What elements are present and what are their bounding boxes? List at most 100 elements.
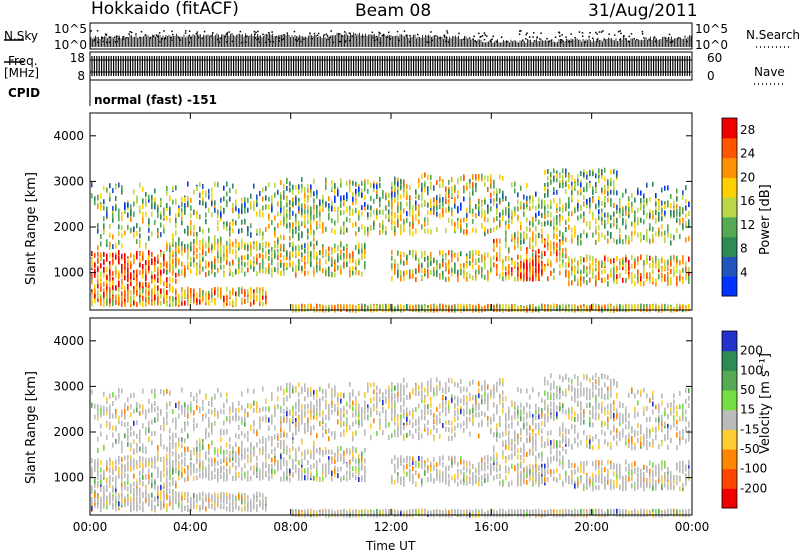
power-cell (145, 268, 147, 274)
power-cell (172, 262, 174, 268)
power-cell (214, 207, 216, 213)
power-cell (451, 177, 453, 183)
power-cell (382, 209, 384, 215)
velocity-cell (97, 415, 99, 421)
power-cell (217, 213, 219, 219)
velocity-cell (130, 483, 132, 489)
noise-search-point (643, 37, 645, 39)
power-cell (154, 289, 156, 295)
power-cell (127, 205, 129, 211)
power-cell (331, 203, 333, 209)
power-cell (547, 276, 549, 282)
power-cell (229, 301, 231, 306)
power-cell (304, 243, 306, 249)
power-cell (421, 173, 423, 179)
power-cell (262, 242, 264, 248)
power-cell (313, 243, 315, 249)
power-cell (466, 229, 468, 234)
power-cell (352, 266, 354, 272)
power-cell (148, 235, 150, 241)
power-cell (394, 306, 396, 312)
power-cell (136, 286, 138, 292)
power-cell (391, 255, 393, 261)
velocity-cell (118, 419, 120, 424)
power-cell (421, 224, 423, 230)
power-cell (613, 211, 615, 217)
power-cell (457, 223, 459, 229)
power-cell (340, 229, 342, 235)
power-cell (559, 263, 561, 269)
power-cell (610, 258, 612, 264)
power-cell (310, 224, 312, 230)
power-cell (598, 260, 600, 266)
velocity-cell (103, 500, 105, 506)
power-cell (544, 183, 546, 188)
power-cell (229, 261, 231, 267)
power-cell (397, 218, 399, 224)
power-cell (631, 236, 633, 242)
power-cell (580, 240, 582, 246)
power-cell (277, 211, 279, 217)
noise-search-point (490, 39, 492, 41)
power-cell (646, 229, 648, 234)
power-cell (451, 253, 453, 259)
power-cell (277, 201, 279, 207)
power-colorbar-tick: 16 (740, 194, 755, 208)
power-cell (487, 228, 489, 234)
power-cell (253, 183, 255, 189)
velocity-cell (97, 469, 99, 475)
power-cell (229, 196, 231, 202)
power-cell (433, 258, 435, 263)
power-cell (133, 212, 135, 217)
noise-search-point (519, 30, 521, 32)
power-cell (229, 231, 231, 237)
noise-search-point (253, 30, 256, 33)
power-cell (487, 252, 489, 258)
power-cell (517, 230, 519, 236)
power-cell (445, 265, 447, 271)
power-cell (148, 268, 150, 274)
power-cell (391, 219, 393, 225)
power-cell (646, 212, 648, 218)
noise-tick-left-high: 10^5 (54, 22, 87, 36)
power-cell (334, 272, 336, 278)
power-cell (265, 250, 267, 256)
noise-search-point (220, 37, 223, 40)
power-cell (178, 237, 180, 243)
power-cell (424, 256, 426, 262)
noise-search-point (664, 37, 667, 39)
noise-search-point (600, 31, 603, 33)
power-cell (673, 254, 675, 260)
power-cell (202, 240, 204, 245)
power-cell (193, 257, 195, 263)
noise-search-point (483, 38, 486, 41)
power-cell (127, 224, 129, 230)
power-cell (91, 289, 93, 295)
power-cell (415, 189, 417, 195)
power-cell (190, 197, 192, 203)
power-cell (652, 262, 654, 268)
noise-search-point (619, 39, 621, 41)
power-cell (247, 254, 249, 260)
velocity-cell (145, 427, 147, 433)
power-cell (286, 223, 288, 229)
noise-search-point (628, 40, 630, 43)
power-cell (559, 206, 561, 212)
power-cell (121, 189, 123, 195)
velocity-cell (118, 387, 120, 393)
power-cell (334, 247, 336, 253)
power-cell (181, 287, 183, 292)
power-cell (271, 203, 273, 209)
power-cell (517, 243, 519, 249)
power-cell (322, 305, 324, 311)
power-cell (97, 294, 99, 300)
power-cell (364, 243, 366, 249)
power-cell (466, 256, 468, 262)
power-cell (118, 283, 120, 289)
power-cell (280, 204, 282, 209)
power-cell (292, 252, 294, 258)
power-cell (448, 217, 450, 223)
power-cell (604, 304, 606, 310)
power-cell (478, 265, 480, 270)
power-cell (472, 182, 474, 187)
